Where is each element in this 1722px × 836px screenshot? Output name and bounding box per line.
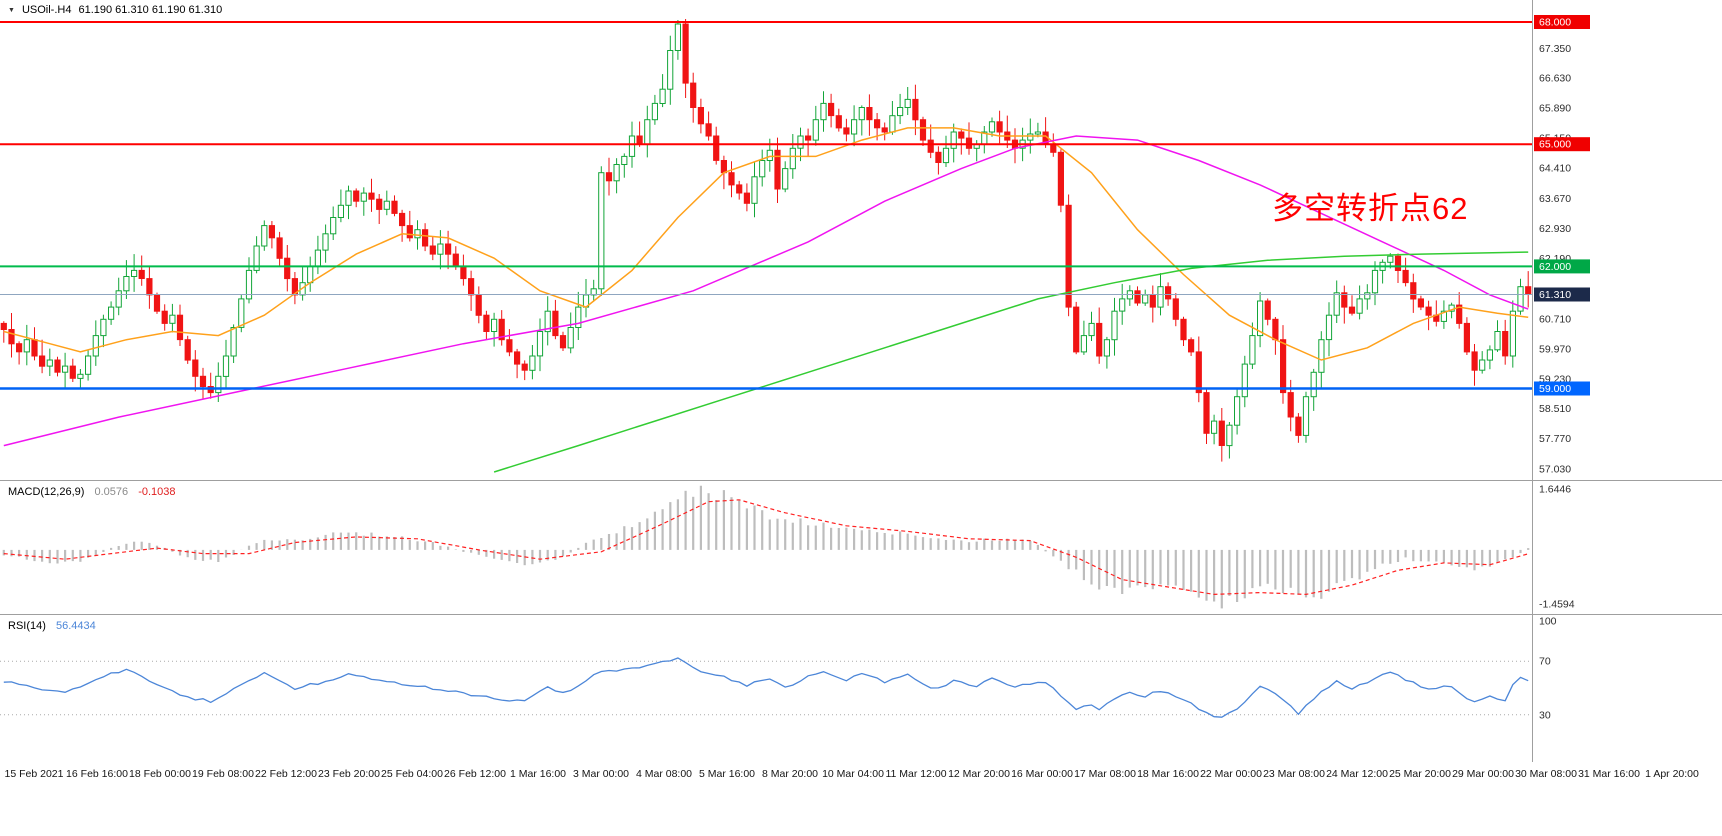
time-label: 15 Feb 2021 <box>4 768 64 780</box>
symbol-marker-icon: ▼ <box>8 6 15 14</box>
time-label: 4 Mar 08:00 <box>635 768 693 780</box>
time-label: 18 Mar 16:00 <box>1137 768 1199 780</box>
ma-slow-green <box>493 251 1529 473</box>
chart-title-symbol: USOil-.H4 <box>21 4 72 16</box>
price-chart-canvas[interactable]: 67.35066.63065.89065.15064.41063.67062.9… <box>0 0 1722 481</box>
price-badge <box>1534 381 1590 396</box>
price-badge <box>1534 15 1590 29</box>
axis-separator <box>1532 0 1533 762</box>
svg-text:63.670: 63.670 <box>1539 193 1571 205</box>
ma-fast-orange <box>3 127 1529 361</box>
svg-text:58.510: 58.510 <box>1539 403 1571 415</box>
macd-value-main: 0.0576 <box>94 486 129 498</box>
time-axis[interactable]: 15 Feb 2021 16 Feb 16:00 18 Feb 00:00 19 Fe… <box>0 762 1722 788</box>
time-label: 17 Mar 08:00 <box>1074 768 1136 780</box>
svg-text:70: 70 <box>1539 656 1551 668</box>
svg-text:60.710: 60.710 <box>1539 313 1571 325</box>
macd-panel-canvas[interactable]: 1.6446 -1.4594 <box>0 481 1722 614</box>
svg-text:64.410: 64.410 <box>1539 163 1571 175</box>
macd-value-signal: -0.1038 <box>138 486 176 498</box>
macd-label: MACD(12,26,9) 0.0576 -0.1038 <box>8 486 176 498</box>
svg-text:57.030: 57.030 <box>1539 463 1571 475</box>
svg-text:59.970: 59.970 <box>1539 344 1571 356</box>
time-label: 11 Mar 12:00 <box>885 768 947 780</box>
time-label: 3 Mar 00:00 <box>572 768 630 780</box>
time-label: 25 Mar 20:00 <box>1389 768 1451 780</box>
svg-text:59.000: 59.000 <box>1539 383 1571 395</box>
time-label: 10 Mar 04:00 <box>822 768 884 780</box>
svg-text:62.000: 62.000 <box>1539 261 1571 273</box>
time-label: 12 Mar 20:00 <box>948 768 1010 780</box>
time-label: 31 Mar 16:00 <box>1578 768 1640 780</box>
time-label: 24 Mar 12:00 <box>1326 768 1388 780</box>
svg-text:30: 30 <box>1539 709 1551 721</box>
time-label: 26 Feb 12:00 <box>444 768 506 780</box>
rsi-label: RSI(14) 56.4434 <box>8 620 96 632</box>
time-label: 23 Feb 20:00 <box>318 768 380 780</box>
time-label: 29 Mar 00:00 <box>1452 768 1514 780</box>
macd-signal-line <box>3 499 1529 596</box>
chart-title: ▼ USOil-.H4 61.190 61.310 61.190 61.310 <box>8 4 222 16</box>
price-badge <box>1534 287 1590 302</box>
price-badge <box>1534 259 1590 274</box>
svg-text:62.930: 62.930 <box>1539 223 1571 235</box>
panel-separator[interactable] <box>0 480 1722 481</box>
rsi-value: 56.4434 <box>55 620 96 632</box>
time-label: 22 Feb 12:00 <box>255 768 317 780</box>
time-label: 8 Mar 20:00 <box>761 768 819 780</box>
time-label: 19 Feb 08:00 <box>192 768 254 780</box>
time-label: 30 Mar 08:00 <box>1515 768 1577 780</box>
svg-text:65.000: 65.000 <box>1539 139 1571 151</box>
svg-text:65.890: 65.890 <box>1539 102 1571 114</box>
chart-annotation[interactable]: 多空转折点62 <box>1272 191 1469 226</box>
svg-text:61.310: 61.310 <box>1539 289 1571 301</box>
ma-mid-magenta <box>3 135 1529 447</box>
rsi-indicator-name: RSI(14) <box>8 620 46 632</box>
time-label: 18 Feb 00:00 <box>129 768 191 780</box>
time-label: 5 Mar 16:00 <box>698 768 756 780</box>
time-label: 1 Mar 16:00 <box>509 768 567 780</box>
time-label: 16 Feb 16:00 <box>66 768 128 780</box>
time-label: 22 Mar 00:00 <box>1200 768 1262 780</box>
time-label: 23 Mar 08:00 <box>1263 768 1325 780</box>
svg-text:100: 100 <box>1539 616 1557 628</box>
chart-title-ohlc: 61.190 61.310 61.190 61.310 <box>78 4 223 16</box>
panel-separator[interactable] <box>0 614 1722 615</box>
price-badge <box>1534 137 1590 152</box>
rsi-panel-canvas[interactable]: 100 70 30 <box>0 615 1722 762</box>
svg-text:68.000: 68.000 <box>1539 17 1571 29</box>
svg-text:67.350: 67.350 <box>1539 43 1571 55</box>
time-label: 1 Apr 20:00 <box>1645 768 1699 780</box>
time-label: 16 Mar 00:00 <box>1011 768 1073 780</box>
rsi-line <box>3 657 1529 718</box>
svg-text:-1.4594: -1.4594 <box>1539 599 1575 611</box>
time-label: 25 Feb 04:00 <box>381 768 443 780</box>
svg-text:66.630: 66.630 <box>1539 72 1571 84</box>
macd-indicator-name: MACD(12,26,9) <box>8 486 85 498</box>
svg-text:57.770: 57.770 <box>1539 433 1571 445</box>
svg-text:1.6446: 1.6446 <box>1539 483 1571 495</box>
